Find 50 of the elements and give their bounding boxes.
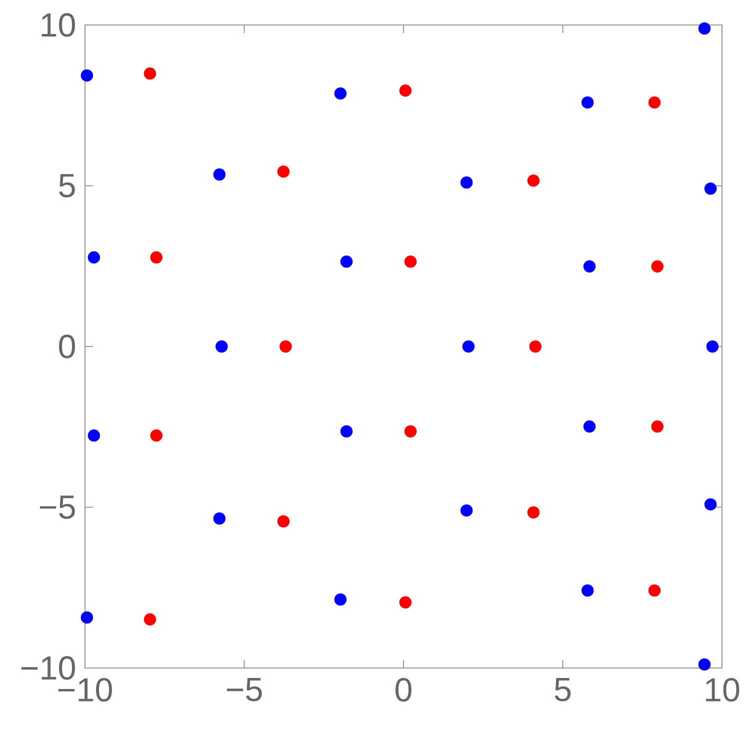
point <box>651 420 664 433</box>
y-tick-label: 5 <box>59 174 75 198</box>
point <box>334 87 347 100</box>
y-tick-label: 0 <box>59 334 75 358</box>
point <box>399 84 412 97</box>
y-tick-label: −10 <box>21 656 75 680</box>
x-tick-label: 0 <box>396 678 412 702</box>
point <box>150 251 162 264</box>
y-tick-label: 10 <box>42 13 75 37</box>
point <box>277 165 290 178</box>
point <box>648 584 661 597</box>
point <box>334 593 347 606</box>
point <box>651 260 664 273</box>
point <box>704 182 717 195</box>
point <box>340 255 353 268</box>
point <box>698 22 711 35</box>
x-tick-label: 5 <box>554 678 571 702</box>
point <box>144 67 156 80</box>
point <box>340 425 353 438</box>
y-tick-label: −5 <box>40 496 75 519</box>
point <box>88 429 100 442</box>
point <box>648 96 661 109</box>
point <box>80 69 94 82</box>
point <box>216 340 228 353</box>
point <box>698 658 711 671</box>
point <box>706 340 719 353</box>
point <box>213 168 226 181</box>
point <box>529 340 542 353</box>
point <box>213 512 226 525</box>
point <box>460 504 473 517</box>
x-tick-label: −5 <box>226 678 262 702</box>
point <box>404 255 417 268</box>
point <box>404 425 417 438</box>
point <box>150 429 162 442</box>
point <box>583 420 596 433</box>
point <box>581 96 594 109</box>
point <box>80 611 94 624</box>
point <box>462 340 475 353</box>
point <box>88 251 100 264</box>
point <box>399 596 412 609</box>
point <box>460 176 473 189</box>
point <box>144 613 156 626</box>
point <box>581 584 594 597</box>
point <box>704 498 717 510</box>
point <box>527 174 540 187</box>
x-tick-label: 10 <box>706 678 740 702</box>
point <box>527 506 540 519</box>
point <box>277 515 290 528</box>
point <box>280 340 292 353</box>
point <box>583 260 596 273</box>
